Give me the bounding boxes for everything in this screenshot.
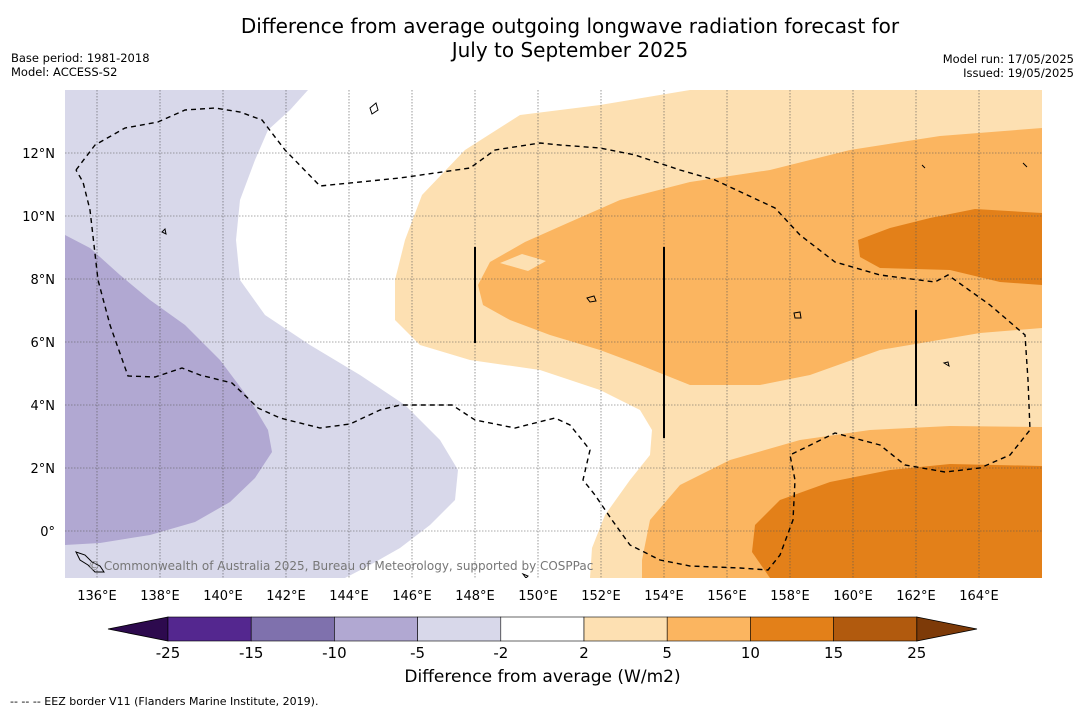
- latitude-labels: 12°N 10°N 8°N 6°N 4°N 2°N 0°: [22, 147, 55, 540]
- colorbar-bin: [750, 616, 834, 642]
- longitude-label: 136°E: [77, 589, 117, 604]
- copyright-text: © Commonwealth of Australia 2025, Bureau…: [88, 559, 593, 573]
- longitude-label: 146°E: [392, 589, 432, 604]
- longitude-labels: 136°E 138°E 140°E 142°E 144°E 146°E 148°E 150°E…: [77, 589, 999, 604]
- colorbar-tick-label: -10: [322, 644, 347, 662]
- colorbar-tick-label: -5: [410, 644, 425, 662]
- colorbar-tick-label: -2: [493, 644, 508, 662]
- longitude-label: 150°E: [518, 589, 558, 604]
- colorbar-bin: [417, 616, 502, 642]
- model-run-text: Model run: 17/05/2025: [942, 52, 1074, 66]
- colorbar-bin: [833, 616, 918, 642]
- colorbar: -25 -15 -10 -5 -2 2 5 10 15 25: [107, 616, 978, 662]
- longitude-label: 140°E: [203, 589, 243, 604]
- longitude-label: 148°E: [455, 589, 495, 604]
- latitude-label: 0°: [40, 525, 55, 540]
- colorbar-bin: [334, 616, 418, 642]
- longitude-label: 160°E: [833, 589, 873, 604]
- colorbar-bin: [583, 616, 668, 642]
- longitude-label: 138°E: [140, 589, 180, 604]
- map-title: Difference from average outgoing longwav…: [0, 14, 1085, 62]
- colorbar-tick-label: 10: [741, 644, 760, 662]
- title-line-1: Difference from average outgoing longwav…: [240, 14, 900, 38]
- anomaly-hole: [500, 254, 546, 271]
- longitude-label: 158°E: [770, 589, 810, 604]
- longitude-label: 152°E: [581, 589, 621, 604]
- longitude-label: 154°E: [644, 589, 684, 604]
- metadata-left: Base period: 1981-2018 Model: ACCESS-S2: [11, 51, 150, 79]
- anomaly-region-plus10-south: [752, 464, 1042, 578]
- map-plot-area: © Commonwealth of Australia 2025, Bureau…: [65, 90, 1042, 578]
- longitude-label: 144°E: [329, 589, 369, 604]
- longitude-label: 162°E: [896, 589, 936, 604]
- longitude-label: 142°E: [266, 589, 306, 604]
- metadata-right: Model run: 17/05/2025 Issued: 19/05/2025: [943, 52, 1074, 80]
- colorbar-bin: [500, 616, 585, 642]
- latitude-label: 6°N: [31, 336, 56, 351]
- latitude-label: 10°N: [22, 210, 55, 225]
- colorbar-extend-max: [916, 616, 978, 642]
- colorbar-title: Difference from average (W/m2): [404, 667, 681, 687]
- colorbar-tick-label: 25: [907, 644, 926, 662]
- colorbar-tick-label: 2: [579, 644, 589, 662]
- base-period-text: Base period: 1981-2018: [11, 51, 150, 65]
- colorbar-bin: [666, 616, 751, 642]
- colorbar-bin: [250, 616, 335, 642]
- latitude-label: 2°N: [31, 462, 56, 477]
- graticule: [65, 90, 1042, 578]
- eez-border-palau-fsm: [75, 107, 1031, 571]
- islands: [75, 102, 1028, 578]
- colorbar-tick-label: -15: [239, 644, 264, 662]
- anomaly-region-minus10: [65, 235, 272, 545]
- model-text: Model: ACCESS-S2: [11, 65, 118, 79]
- longitude-label: 164°E: [959, 589, 999, 604]
- colorbar-bin: [167, 616, 252, 642]
- latitude-label: 12°N: [22, 147, 55, 162]
- title-line-2: July to September 2025: [451, 38, 689, 62]
- issued-text: Issued: 19/05/2025: [963, 66, 1074, 80]
- latitude-label: 4°N: [31, 399, 56, 414]
- anomaly-region-plus10-north: [858, 209, 1042, 285]
- colorbar-tick-label: 15: [824, 644, 843, 662]
- colorbar-tick-label: 5: [662, 644, 672, 662]
- longitude-label: 156°E: [707, 589, 747, 604]
- latitude-label: 8°N: [31, 273, 56, 288]
- eez-footer-note: -- -- -- EEZ border V11 (Flanders Marine…: [10, 695, 319, 708]
- colorbar-extend-min: [107, 616, 169, 642]
- colorbar-tick-label: -25: [156, 644, 181, 662]
